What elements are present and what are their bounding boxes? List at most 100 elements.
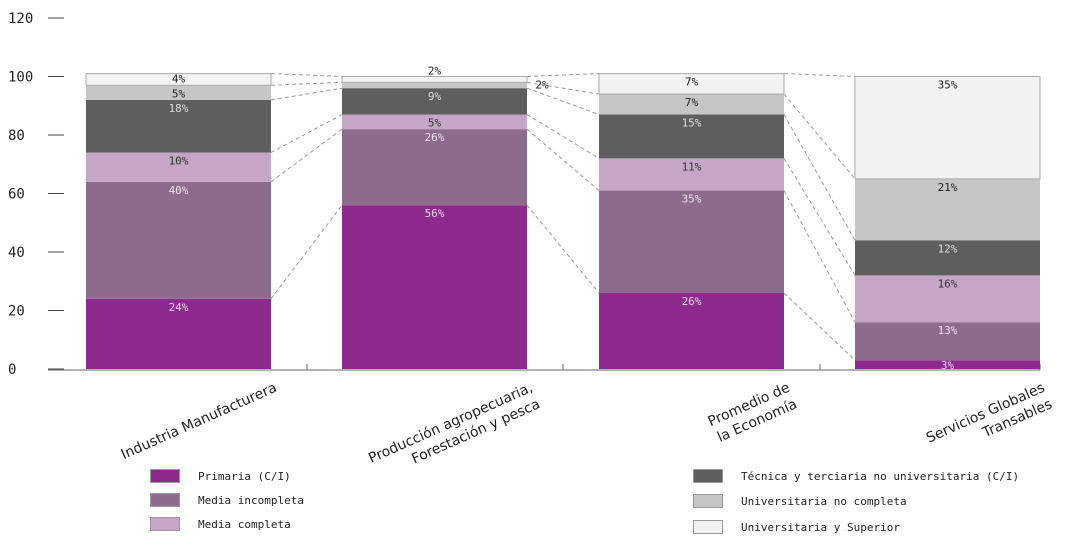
y-tick-label: 40 (8, 245, 25, 261)
legend-label: Técnica y terciaria no universitaria (C/… (741, 469, 1020, 483)
data-label: 2% (535, 78, 549, 91)
connector-line (783, 190, 856, 323)
bar-segment (855, 322, 1040, 361)
legend-swatch (693, 494, 723, 508)
connector-line (526, 87, 600, 115)
bar-segment (342, 88, 527, 115)
y-tick-label: 20 (8, 304, 25, 320)
bar-segment (599, 292, 784, 369)
bar-segment (599, 114, 784, 159)
y-tick-label: 0 (8, 362, 16, 378)
data-label: 2% (428, 65, 442, 78)
legend-swatch (693, 520, 723, 534)
bar-segment (86, 181, 271, 299)
legend-swatch (693, 469, 723, 483)
bar-segment (855, 275, 1040, 323)
data-label: 18% (169, 102, 189, 115)
legend-label: Universitaria y Superior (741, 520, 900, 534)
connector-line (783, 93, 856, 180)
bar-segment (86, 85, 271, 100)
y-tick-label: 100 (8, 70, 33, 86)
bar-segment (342, 205, 527, 369)
legend-label: Universitaria no completa (741, 494, 907, 508)
legend-swatch (150, 517, 180, 531)
data-label: 21% (938, 181, 958, 194)
connector-line (526, 128, 600, 191)
connector-line (270, 87, 343, 101)
connector-line (270, 114, 343, 153)
connector-line (270, 128, 343, 183)
data-label: 3% (941, 359, 955, 372)
bar-segment (599, 190, 784, 293)
legend-item: Media incompleta (150, 493, 304, 507)
data-label: 26% (425, 131, 445, 144)
data-label: 40% (169, 184, 189, 197)
legend-item: Técnica y terciaria no universitaria (C/… (693, 469, 1019, 483)
bar-segment (341, 76, 528, 83)
category-labels: Industria Manufacturera Producción agrope… (119, 380, 1055, 470)
data-label: 4% (172, 73, 186, 86)
data-labels: 24%40%10%18%5%4%56%26%5%9%2%2%26%35%11%1… (169, 65, 958, 373)
bar-segment (855, 360, 1040, 369)
data-label: 56% (425, 207, 445, 220)
legend-item: Universitaria y Superior (693, 520, 900, 534)
y-tick-label: 120 (8, 11, 33, 27)
data-label: 35% (682, 193, 702, 206)
bar-segment (86, 298, 271, 369)
legend-label: Primaria (C/I) (198, 469, 291, 483)
y-axis: 0 20 40 60 80 100 120 (8, 11, 1041, 378)
category-label: Producción agropecuaria,Forestación y pe… (366, 380, 542, 470)
connector-line (783, 158, 856, 276)
category-label: Servicios GlobalesTransables (924, 380, 1055, 463)
connector-line (270, 81, 343, 86)
data-label: 10% (169, 155, 189, 168)
data-label: 24% (169, 301, 189, 314)
bar-segment (599, 94, 784, 115)
bar-segment (342, 82, 527, 89)
data-label: 12% (938, 242, 958, 255)
bar-segment (86, 99, 271, 153)
legend-item: Primaria (C/I) (150, 469, 291, 483)
data-label: 7% (685, 76, 699, 89)
category-label: Industria Manufacturera (119, 380, 280, 463)
connector-line (526, 73, 600, 77)
legend-label: Media incompleta (198, 493, 304, 507)
data-label: 35% (938, 79, 958, 92)
bar-segment (85, 73, 272, 86)
connector-line (526, 81, 600, 95)
legend-item: Universitaria no completa (693, 494, 907, 508)
bar-segment (855, 178, 1040, 241)
bar-segment (854, 76, 1041, 180)
category-label-line: Industria Manufacturera (119, 380, 280, 463)
connector-line (270, 204, 343, 300)
data-label: 9% (428, 90, 442, 103)
bar-segment (342, 129, 527, 206)
connector-line (270, 73, 343, 77)
y-tick-label: 60 (8, 187, 25, 203)
legend-item: Media completa (150, 517, 291, 531)
connector-line (783, 292, 856, 361)
bar-segment (86, 152, 271, 182)
data-label: 13% (938, 324, 958, 337)
legend-label: Media completa (198, 517, 291, 531)
bars (85, 73, 1041, 369)
category-label: Promedio dela Economía (706, 380, 800, 447)
legend-swatch (150, 469, 180, 483)
data-label: 7% (685, 96, 699, 109)
data-label: 5% (172, 87, 186, 100)
y-tick-label: 80 (8, 128, 25, 144)
data-label: 26% (682, 295, 702, 308)
connector-lines (270, 73, 856, 361)
connector-line (783, 73, 856, 77)
data-label: 16% (938, 277, 958, 290)
data-label: 15% (682, 117, 702, 130)
bar-segment (855, 240, 1040, 276)
bar-segment (599, 158, 784, 191)
bar-segment (342, 114, 527, 130)
legend-swatch (150, 493, 180, 507)
connector-line (526, 204, 600, 294)
connector-line (783, 114, 856, 241)
connector-line (526, 114, 600, 159)
data-label: 11% (682, 160, 702, 173)
